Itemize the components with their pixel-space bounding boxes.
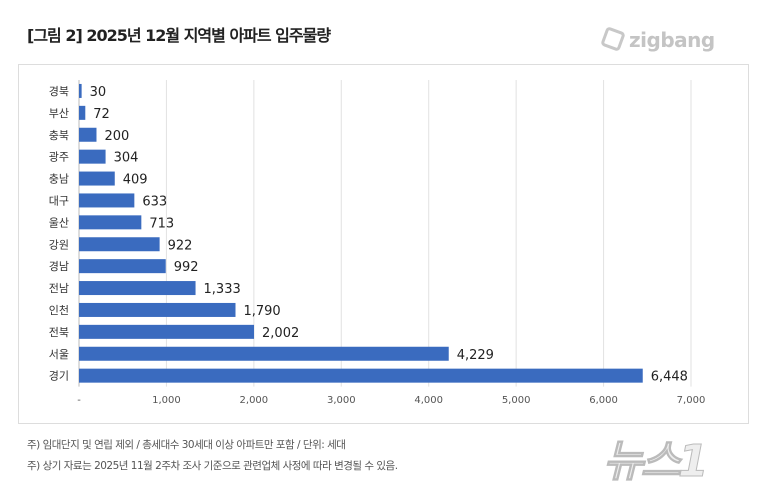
- data-label: 922: [168, 238, 193, 253]
- category-label: 충남: [49, 173, 69, 186]
- x-tick-label: 1,000: [152, 395, 181, 406]
- x-tick-label: 2,000: [240, 395, 269, 406]
- category-label: 인천: [49, 303, 69, 317]
- data-label: 200: [104, 129, 129, 144]
- data-label: 6,448: [651, 370, 688, 385]
- data-label: 409: [123, 173, 148, 188]
- bar: [79, 149, 106, 164]
- data-label: 4,229: [457, 348, 494, 363]
- category-label: 전남: [49, 282, 69, 295]
- category-label: 강원: [49, 238, 69, 251]
- category-label: 전북: [49, 326, 69, 339]
- category-label: 서울: [49, 348, 69, 361]
- category-label: 부산: [49, 107, 69, 120]
- bar: [79, 302, 236, 317]
- bar: [79, 105, 86, 120]
- data-label: 713: [149, 216, 174, 231]
- bar: [79, 83, 82, 98]
- category-label: 충북: [49, 129, 69, 142]
- bar: [79, 368, 643, 383]
- category-label: 대구: [49, 194, 69, 207]
- x-tick-label: 4,000: [414, 395, 443, 406]
- bar: [79, 346, 449, 361]
- data-label: 992: [174, 260, 199, 275]
- bar: [79, 215, 142, 230]
- x-tick-label: 6,000: [589, 395, 618, 406]
- bar: [79, 259, 166, 274]
- category-label: 경북: [49, 85, 69, 98]
- chart-title: [그림 2] 2025년 12월 지역별 아파트 입주물량: [27, 26, 331, 45]
- bar: [79, 281, 196, 296]
- data-label: 304: [114, 151, 139, 166]
- x-tick-label: 3,000: [327, 395, 356, 406]
- bar: [79, 171, 115, 186]
- bar: [79, 237, 160, 252]
- bar: [79, 193, 135, 208]
- logo-text: zigbang: [629, 28, 715, 52]
- data-label: 72: [93, 107, 110, 122]
- data-label: 30: [90, 85, 107, 100]
- category-label: 경남: [49, 260, 69, 273]
- bar: [79, 127, 97, 142]
- x-tick-label: 7,000: [677, 395, 706, 406]
- chart-frame: [18, 64, 749, 424]
- footnote-2: 주) 상기 자료는 2025년 11월 2주차 조사 기준으로 관련업체 사정에…: [27, 460, 398, 472]
- category-label: 울산: [49, 216, 69, 229]
- x-tick-label: 5,000: [502, 395, 531, 406]
- data-label: 633: [142, 194, 167, 209]
- category-label: 광주: [49, 151, 69, 164]
- data-label: 1,790: [243, 304, 280, 319]
- data-label: 1,333: [204, 282, 241, 297]
- x-tick-label: -: [77, 395, 81, 406]
- data-label: 2,002: [262, 326, 299, 341]
- bar: [79, 324, 255, 339]
- category-label: 경기: [49, 370, 69, 383]
- zigbang-logo: zigbang: [600, 26, 715, 52]
- footnote-1: 주) 임대단지 및 연립 제외 / 총세대수 30세대 이상 아파트만 포함 /…: [27, 439, 346, 451]
- news1-watermark: 뉴스1: [603, 436, 710, 488]
